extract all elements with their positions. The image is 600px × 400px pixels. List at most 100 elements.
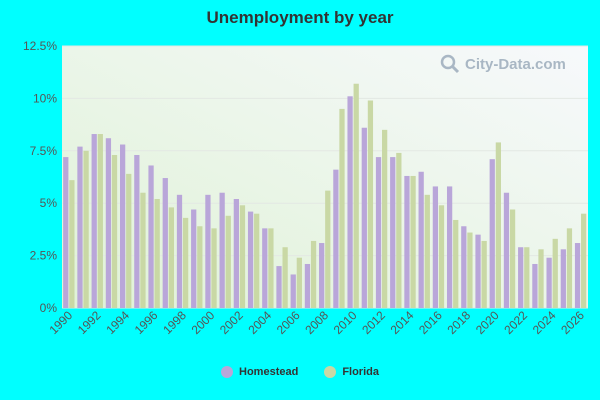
x-tick-label: 1996 bbox=[132, 308, 161, 337]
bar-homestead-2017 bbox=[446, 186, 453, 308]
bar-homestead-2009 bbox=[333, 169, 339, 308]
bar-homestead-1990 bbox=[63, 157, 69, 308]
chart-title: Unemployment by year bbox=[206, 8, 394, 27]
bar-homestead-2026 bbox=[574, 243, 581, 308]
bar-homestead-2024 bbox=[546, 257, 552, 308]
bar-florida-2015 bbox=[424, 194, 430, 308]
bar-florida-2011 bbox=[367, 100, 374, 308]
bar-homestead-1993 bbox=[105, 138, 112, 308]
bar-florida-2017 bbox=[453, 219, 459, 308]
x-tick-label: 2002 bbox=[217, 308, 246, 337]
bar-homestead-2018 bbox=[461, 226, 467, 308]
bar-homestead-2005 bbox=[276, 266, 282, 308]
bar-florida-2020 bbox=[495, 142, 501, 308]
bar-homestead-2020 bbox=[489, 159, 495, 308]
legend-item-florida: Florida bbox=[324, 366, 379, 378]
bar-homestead-1998 bbox=[176, 194, 183, 308]
y-tick-label: 0% bbox=[40, 301, 58, 315]
bar-homestead-2007 bbox=[304, 263, 311, 308]
bar-homestead-1994 bbox=[120, 144, 126, 308]
bar-homestead-2012 bbox=[375, 157, 382, 308]
bar-homestead-2010 bbox=[347, 96, 353, 308]
bar-florida-1993 bbox=[111, 154, 118, 308]
legend: Homestead Florida bbox=[0, 366, 600, 378]
bar-florida-1996 bbox=[154, 199, 160, 308]
legend-label-homestead: Homestead bbox=[239, 366, 299, 378]
watermark-text: City-Data.com bbox=[465, 55, 566, 73]
legend-item-homestead: Homestead bbox=[221, 366, 298, 378]
x-tick-label: 1992 bbox=[75, 308, 104, 337]
bar-homestead-2003 bbox=[247, 211, 254, 308]
x-tick-label: 2012 bbox=[359, 308, 388, 337]
bar-homestead-2023 bbox=[532, 263, 538, 308]
bar-homestead-2011 bbox=[361, 127, 367, 309]
x-tick-label: 1998 bbox=[160, 308, 189, 337]
x-tick-label: 2022 bbox=[501, 308, 530, 337]
bar-homestead-2013 bbox=[390, 157, 396, 308]
x-tick-label: 1994 bbox=[103, 308, 132, 337]
x-tick-label: 2024 bbox=[530, 308, 559, 337]
bar-florida-2023 bbox=[538, 249, 544, 308]
bar-florida-1995 bbox=[140, 192, 146, 308]
bar-florida-1994 bbox=[126, 173, 132, 308]
bar-homestead-2019 bbox=[475, 234, 481, 308]
bar-homestead-2025 bbox=[560, 249, 566, 308]
y-tick-label: 7.5% bbox=[30, 144, 58, 158]
bar-homestead-2004 bbox=[262, 228, 268, 308]
bar-florida-2025 bbox=[566, 228, 573, 308]
bar-homestead-1995 bbox=[134, 154, 140, 308]
bar-homestead-2016 bbox=[432, 186, 439, 308]
x-tick-label: 2014 bbox=[388, 308, 417, 337]
bar-florida-2000 bbox=[211, 228, 217, 308]
bar-homestead-2001 bbox=[219, 192, 225, 308]
bar-homestead-2015 bbox=[418, 171, 424, 308]
bar-florida-2002 bbox=[239, 205, 246, 308]
legend-label-florida: Florida bbox=[342, 366, 379, 378]
bar-florida-2019 bbox=[481, 240, 487, 308]
magnifier-icon bbox=[440, 54, 460, 74]
bar-florida-1992 bbox=[97, 134, 103, 308]
legend-swatch-florida bbox=[324, 366, 337, 378]
bar-homestead-2021 bbox=[503, 192, 510, 308]
bar-florida-1990 bbox=[69, 180, 75, 308]
bar-homestead-1997 bbox=[162, 178, 168, 308]
bar-florida-2018 bbox=[467, 232, 473, 308]
x-tick-label: 2016 bbox=[416, 308, 445, 337]
bar-homestead-2022 bbox=[518, 247, 524, 308]
bar-florida-2007 bbox=[310, 240, 317, 308]
bar-homestead-1999 bbox=[191, 209, 197, 308]
x-tick-label: 2008 bbox=[302, 308, 331, 337]
bar-florida-2005 bbox=[282, 247, 288, 308]
bar-florida-2010 bbox=[353, 83, 359, 308]
x-tick-label: 2000 bbox=[189, 308, 218, 337]
bar-florida-2014 bbox=[410, 175, 416, 308]
watermark: City-Data.com bbox=[440, 54, 566, 74]
bar-florida-1998 bbox=[182, 217, 189, 308]
bar-homestead-2000 bbox=[205, 194, 211, 308]
bar-florida-2004 bbox=[268, 228, 274, 308]
bar-florida-1999 bbox=[197, 226, 203, 308]
bar-florida-2012 bbox=[382, 129, 388, 308]
bar-homestead-2014 bbox=[404, 175, 410, 308]
bar-florida-1991 bbox=[83, 150, 89, 308]
y-tick-label: 2.5% bbox=[30, 249, 58, 263]
bar-homestead-1991 bbox=[77, 146, 83, 308]
bar-florida-1997 bbox=[168, 207, 175, 308]
bar-florida-2009 bbox=[339, 108, 345, 308]
bar-homestead-2006 bbox=[290, 274, 296, 308]
bar-florida-2016 bbox=[438, 205, 445, 308]
x-tick-label: 2020 bbox=[473, 308, 502, 337]
bar-florida-2003 bbox=[254, 213, 260, 308]
y-tick-label: 10% bbox=[33, 91, 57, 105]
bar-florida-2008 bbox=[325, 190, 331, 308]
bar-florida-2021 bbox=[509, 209, 516, 308]
bar-florida-2001 bbox=[225, 215, 231, 308]
x-tick-label: 2010 bbox=[331, 308, 360, 337]
x-tick-label: 2006 bbox=[274, 308, 303, 337]
bar-layer bbox=[63, 83, 587, 309]
x-tick-label: 2004 bbox=[245, 308, 274, 337]
y-tick-label: 12.5% bbox=[23, 39, 57, 53]
x-tick-label: 2026 bbox=[558, 308, 587, 337]
bar-homestead-1992 bbox=[91, 134, 97, 308]
